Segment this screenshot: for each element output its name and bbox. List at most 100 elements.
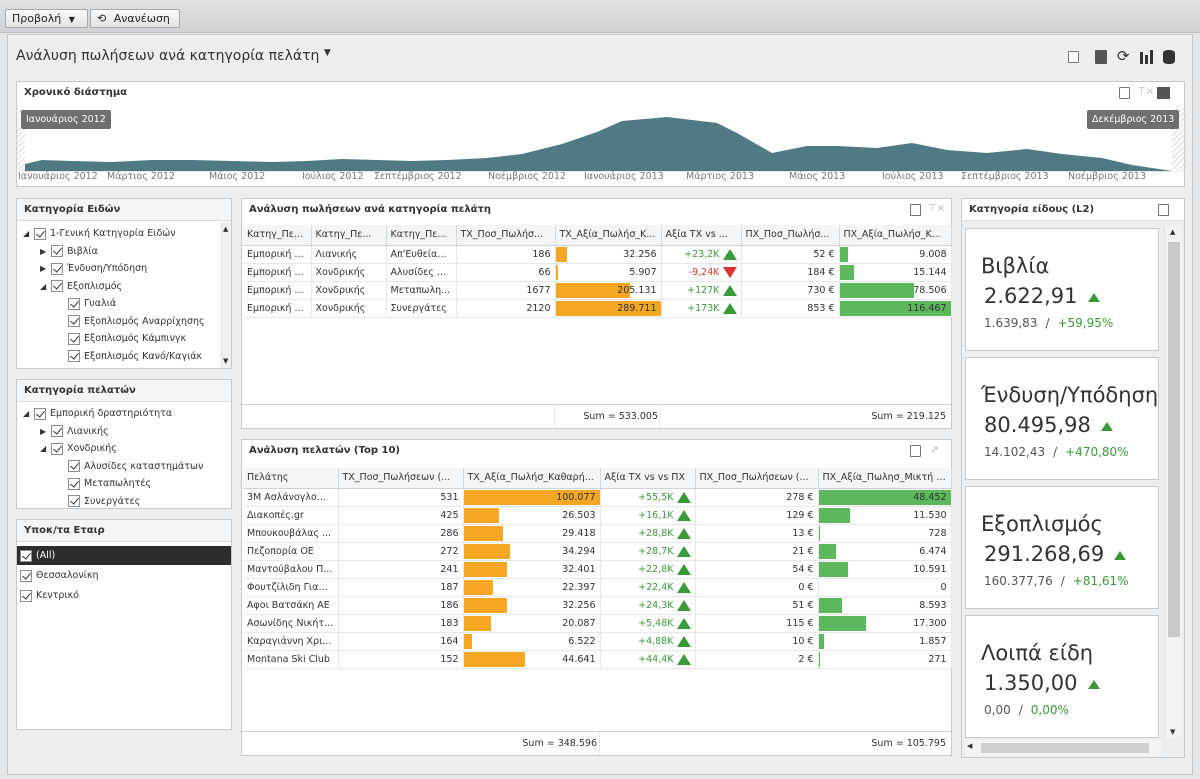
- column-header[interactable]: ΠΧ_Ποσ_Πωλήσ...: [741, 225, 840, 246]
- export-icon[interactable]: [1068, 51, 1079, 63]
- item-category-scrollbar[interactable]: ▲ ▼: [221, 222, 231, 368]
- expand-arrow-icon[interactable]: ▶: [40, 426, 47, 436]
- checkbox[interactable]: [68, 495, 80, 507]
- tree-item[interactable]: Εξοπλισμός Αναρρίχησης: [57, 313, 205, 330]
- checkbox[interactable]: [51, 442, 63, 455]
- kpi-card[interactable]: Λοιπά είδη 1.350,00 0,00 / 0,00%: [965, 615, 1159, 738]
- tree-item[interactable]: Αλυσίδες καταστημάτων: [57, 458, 203, 475]
- scroll-thumb[interactable]: [981, 743, 1149, 753]
- chart-icon[interactable]: [1140, 52, 1143, 64]
- column-header[interactable]: Κατηγ_Πε...: [243, 225, 312, 246]
- column-header[interactable]: ΠΧ_Ποσ_Πωλήσεων (...: [695, 468, 819, 489]
- branch-item-thessaloniki[interactable]: Θεσσαλονίκη: [17, 566, 231, 585]
- expand-arrow-icon[interactable]: ▶: [40, 264, 47, 273]
- column-header[interactable]: ΤΧ_Αξία_Πωλήσ_Κ...: [555, 225, 662, 246]
- tree-item[interactable]: Συνεργάτες: [57, 493, 140, 510]
- tree-item[interactable]: Γυαλιά: [57, 295, 116, 312]
- table-row[interactable]: Μπουκουβάλας ... 286 29.418 +28,8K 13 € 728: [243, 524, 952, 543]
- branch-item-all[interactable]: (All): [17, 546, 231, 565]
- checkbox[interactable]: [20, 569, 32, 582]
- column-header[interactable]: ΠΧ_Αξία_Πωλήσ_Κ...: [839, 225, 952, 246]
- scroll-up-icon[interactable]: ▲: [223, 225, 229, 233]
- collapse-arrow-icon[interactable]: ◢: [40, 281, 47, 291]
- table-row[interactable]: Φουτζίλιδη Γιασεμί 187 22.397 +22,4K 0 € 0: [243, 578, 952, 597]
- checkbox[interactable]: [20, 589, 32, 602]
- column-header[interactable]: ΤΧ_Ποσ_Πωλήσεων (...: [338, 468, 464, 489]
- column-header[interactable]: Κατηγ_Πε...: [386, 225, 457, 246]
- table-row[interactable]: Αφοι Βατσάκη ΑΕ 186 32.256 +24,3K 51 € 8.593: [243, 596, 952, 615]
- database-icon[interactable]: [1163, 50, 1175, 64]
- column-header[interactable]: Αξία ΤΧ vs ...: [661, 225, 742, 246]
- clear-filter-icon[interactable]: ⊤×: [1137, 86, 1155, 97]
- scroll-down-icon[interactable]: ▼: [223, 357, 229, 365]
- select-range-icon[interactable]: [1157, 87, 1170, 99]
- parameters-icon[interactable]: [1095, 50, 1107, 64]
- kpi-card[interactable]: Βιβλία 2.622,91 1.639,83 / +59,95%: [965, 228, 1159, 351]
- tree-item[interactable]: ◢ Εμπορική δραστηριότητα: [23, 405, 172, 422]
- column-header[interactable]: ΤΧ_Ποσ_Πωλήσ...: [456, 225, 556, 246]
- checkbox[interactable]: [34, 407, 46, 420]
- tree-item[interactable]: ▶ Βιβλία: [40, 243, 98, 260]
- table-row[interactable]: Μαντούβαλου Π... 241 32.401 +22,8K 54 € 10.59…: [243, 560, 952, 579]
- checkbox[interactable]: [51, 262, 63, 275]
- column-header[interactable]: ΠΧ_Αξία_Πωλησ_Μικτή (...: [818, 468, 952, 489]
- checkbox[interactable]: [51, 280, 63, 292]
- checkbox[interactable]: [68, 315, 80, 327]
- collapse-arrow-icon[interactable]: ◢: [40, 444, 47, 453]
- checkbox[interactable]: [68, 350, 80, 362]
- table-row[interactable]: Πεζοπορία ΟΕ 272 34.294 +28,7K 21 € 6.474: [243, 542, 952, 561]
- cards-scrollbar-v[interactable]: ▲ ▼: [1164, 226, 1182, 738]
- tree-item[interactable]: ▶ Ένδυση/Υπόδηση: [40, 260, 147, 277]
- export-icon[interactable]: [910, 204, 921, 216]
- scroll-down-icon[interactable]: ▼: [1170, 728, 1176, 736]
- view-dropdown-button[interactable]: Προβολή ▼: [5, 9, 88, 28]
- table-row[interactable]: Καραγιάννη Χρι... 164 6.522 +4,88K 10 € 1.857: [243, 632, 952, 651]
- filter-icon[interactable]: ▼: [323, 48, 331, 58]
- table-row[interactable]: Montana Ski Club 152 44.641 +44,4K 2 € 271: [243, 650, 952, 669]
- table-row[interactable]: Εμπορική ... Χονδρικής Συνεργάτες 2120 289.7…: [243, 299, 952, 318]
- range-handle-left[interactable]: [17, 108, 25, 172]
- kpi-card[interactable]: Εξοπλισμός 291.268,69 160.377,76 / +81,61%: [965, 486, 1159, 609]
- timeline-chart[interactable]: [17, 108, 1186, 172]
- export-icon[interactable]: [1158, 204, 1169, 216]
- table-row[interactable]: Εμπορική ... Λιανικής Απ'Ευθείας... 186 32.2…: [243, 245, 952, 264]
- tree-item[interactable]: Μεταπωλητές: [57, 475, 151, 492]
- column-header[interactable]: Κατηγ_Πε...: [311, 225, 387, 246]
- clear-filter-icon[interactable]: ⊤×: [928, 203, 946, 214]
- reload-icon[interactable]: ⟳: [1117, 47, 1130, 65]
- table-row[interactable]: Εμπορική ... Χονδρικής Αλυσίδες ... 66 5.907…: [243, 263, 952, 282]
- checkbox[interactable]: [68, 460, 80, 472]
- checkbox[interactable]: [34, 227, 46, 240]
- checkbox[interactable]: [68, 477, 80, 490]
- table-row[interactable]: Ασωνίδης Νικήτ... 183 20.087 +5,48K 115 € 17.…: [243, 614, 952, 633]
- checkbox[interactable]: [68, 332, 80, 345]
- scroll-up-icon[interactable]: ▲: [1170, 228, 1176, 236]
- table-row[interactable]: Διακοπές.gr 425 26.503 +16,1K 129 € 11.530: [243, 506, 952, 525]
- tree-item[interactable]: ▶ Λιανικής: [40, 423, 109, 440]
- table-row[interactable]: Εμπορική ... Χονδρικής Μεταπωλη... 1677 205.…: [243, 281, 952, 300]
- checkbox[interactable]: [68, 297, 80, 310]
- checkbox[interactable]: [51, 245, 63, 257]
- tree-item[interactable]: Εξοπλισμός Κάμπινγκ: [57, 330, 186, 347]
- scroll-thumb[interactable]: [1168, 242, 1180, 637]
- tree-item[interactable]: ◢ Εξοπλισμός: [40, 278, 122, 295]
- refresh-button[interactable]: ⟲ Ανανέωση: [90, 9, 180, 28]
- cards-scrollbar-h[interactable]: ◀: [965, 740, 1161, 756]
- export-icon[interactable]: [1119, 87, 1130, 99]
- column-header[interactable]: Αξία ΤΧ vs vs ΠΧ: [600, 468, 696, 489]
- table-row[interactable]: 3M Ασλάνογλο... 531 100.077 +55,5K 278 € 48.4…: [243, 488, 952, 507]
- column-header[interactable]: Πελάτης: [243, 468, 339, 489]
- tree-item[interactable]: ◢ 1-Γενική Κατηγορία Ειδών: [23, 225, 176, 242]
- tree-item[interactable]: ◢ Χονδρικής: [40, 440, 117, 457]
- expand-arrow-icon[interactable]: ▶: [40, 246, 47, 256]
- checkbox[interactable]: [20, 549, 32, 562]
- collapse-arrow-icon[interactable]: ◢: [23, 229, 30, 238]
- cursor-icon[interactable]: ➚: [930, 443, 940, 456]
- column-header[interactable]: ΤΧ_Αξία_Πωλήσ_Καθαρή...: [463, 468, 601, 489]
- export-icon[interactable]: [910, 445, 921, 457]
- collapse-arrow-icon[interactable]: ◢: [23, 409, 30, 418]
- branch-item-central[interactable]: Κεντρικό: [17, 586, 231, 605]
- checkbox[interactable]: [51, 425, 63, 437]
- kpi-card[interactable]: Ένδυση/Υπόδηση 80.495,98 14.102,43 / +470,80…: [965, 357, 1159, 480]
- scroll-left-icon[interactable]: ◀: [967, 742, 973, 750]
